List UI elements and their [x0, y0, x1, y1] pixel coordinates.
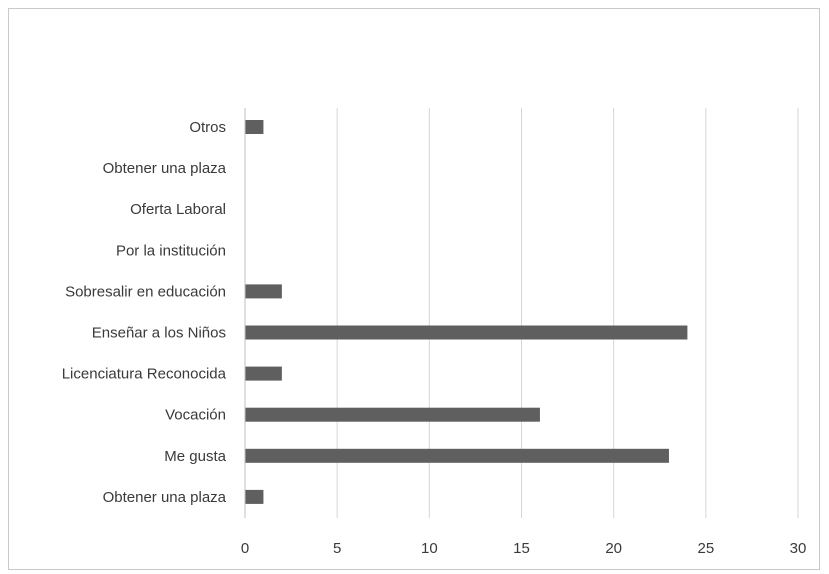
bar	[245, 489, 264, 504]
chart-frame	[8, 8, 820, 570]
category-label: Me gusta	[164, 448, 226, 465]
bar	[245, 407, 540, 422]
bars	[245, 120, 688, 504]
category-label: Oferta Laboral	[130, 201, 226, 218]
x-tick-labels: 0 5 10 15 20 25 30	[241, 540, 807, 557]
bar	[245, 325, 688, 340]
category-labels: Otros Obtener una plaza Oferta Laboral Por …	[62, 119, 227, 506]
bar	[245, 448, 669, 463]
x-tick-label: 10	[421, 540, 438, 557]
x-tick-label: 20	[605, 540, 622, 557]
category-label: Sobresalir en educación	[65, 283, 226, 300]
category-label: Por la institución	[116, 242, 226, 259]
bar	[245, 284, 282, 299]
x-tick-label: 25	[697, 540, 714, 557]
x-tick-label: 15	[513, 540, 530, 557]
category-label: Enseñar a los Niños	[92, 325, 226, 342]
x-tick-label: 30	[790, 540, 807, 557]
category-label: Obtener una plaza	[103, 489, 227, 506]
category-label: Otros	[189, 119, 226, 136]
x-tick-label: 5	[333, 540, 341, 557]
category-label: Vocación	[165, 407, 226, 424]
x-tick-label: 0	[241, 540, 249, 557]
bar	[245, 366, 282, 381]
category-label: Licenciatura Reconocida	[62, 366, 227, 383]
category-label: Obtener una plaza	[103, 160, 227, 177]
bar	[245, 120, 264, 134]
